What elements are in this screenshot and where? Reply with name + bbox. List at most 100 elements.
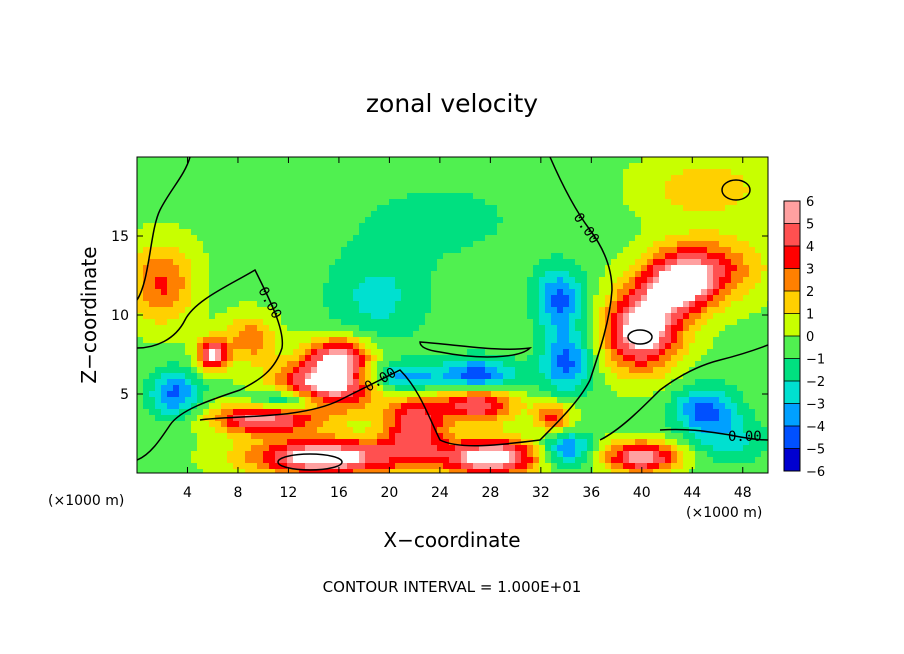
field-cell [143, 247, 150, 254]
field-cell [479, 265, 486, 272]
field-cell [521, 283, 528, 290]
field-cell [683, 337, 690, 344]
field-cell [617, 433, 624, 440]
field-cell [149, 247, 156, 254]
field-cell [305, 463, 312, 470]
field-cell [449, 217, 456, 224]
field-cell [431, 433, 438, 440]
field-cell [155, 355, 162, 362]
field-cell [359, 403, 366, 410]
field-cell [137, 397, 144, 404]
field-cell [383, 187, 390, 194]
field-cell [305, 439, 312, 446]
field-cell [587, 427, 594, 434]
field-cell [629, 247, 636, 254]
field-cell [143, 325, 150, 332]
field-cell [245, 175, 252, 182]
field-cell [521, 271, 528, 278]
field-cell [629, 379, 636, 386]
field-cell [269, 295, 276, 302]
field-cell [215, 181, 222, 188]
field-cell [323, 349, 330, 356]
field-cell [443, 397, 450, 404]
field-cell [161, 175, 168, 182]
field-cell [263, 163, 270, 170]
field-cell [449, 253, 456, 260]
field-cell [233, 253, 240, 260]
field-cell [443, 229, 450, 236]
field-cell [149, 313, 156, 320]
field-cell [293, 253, 300, 260]
field-cell [239, 331, 246, 338]
field-cell [185, 409, 192, 416]
field-cell [257, 253, 264, 260]
field-cell [245, 223, 252, 230]
field-cell [491, 181, 498, 188]
field-cell [419, 277, 426, 284]
field-cell [137, 283, 144, 290]
field-cell [329, 235, 336, 242]
field-cell [191, 337, 198, 344]
field-cell [581, 367, 588, 374]
field-cell [695, 421, 702, 428]
field-cell [491, 253, 498, 260]
field-cell [611, 349, 618, 356]
field-cell [497, 289, 504, 296]
field-cell [521, 211, 528, 218]
field-cell [149, 331, 156, 338]
field-cell [335, 337, 342, 344]
field-cell [533, 247, 540, 254]
field-cell [359, 319, 366, 326]
field-cell [575, 259, 582, 266]
field-cell [449, 301, 456, 308]
field-cell [185, 187, 192, 194]
field-cell [401, 307, 408, 314]
field-cell [383, 319, 390, 326]
field-cell [545, 217, 552, 224]
field-cell [173, 427, 180, 434]
field-cell [215, 169, 222, 176]
field-cell [665, 223, 672, 230]
field-cell [191, 379, 198, 386]
field-cell [347, 211, 354, 218]
field-cell [551, 283, 558, 290]
field-cell [515, 427, 522, 434]
field-cell [569, 385, 576, 392]
field-cell [371, 253, 378, 260]
field-cell [623, 469, 630, 473]
field-cell [233, 163, 240, 170]
field-cell [257, 331, 264, 338]
field-cell [209, 295, 216, 302]
field-cell [203, 289, 210, 296]
field-cell [323, 409, 330, 416]
field-cell [161, 295, 168, 302]
field-cell [239, 325, 246, 332]
field-cell [281, 457, 288, 464]
field-cell [503, 439, 510, 446]
field-cell [449, 307, 456, 314]
field-cell [263, 445, 270, 452]
field-cell [383, 229, 390, 236]
field-cell [467, 271, 474, 278]
field-cell [641, 211, 648, 218]
field-cell [287, 259, 294, 266]
field-cell [455, 271, 462, 278]
field-cell [425, 277, 432, 284]
field-cell [353, 247, 360, 254]
field-cell [251, 391, 258, 398]
field-cell [485, 301, 492, 308]
field-cell [389, 391, 396, 398]
field-cell [317, 169, 324, 176]
field-cell [413, 199, 420, 206]
field-cell [227, 229, 234, 236]
field-cell [509, 283, 516, 290]
field-cell [521, 325, 528, 332]
field-cell [683, 397, 690, 404]
field-cell [185, 427, 192, 434]
field-cell [185, 301, 192, 308]
field-cell [659, 403, 666, 410]
field-cell [605, 229, 612, 236]
field-cell [689, 385, 696, 392]
field-cell [695, 457, 702, 464]
field-cell [203, 169, 210, 176]
